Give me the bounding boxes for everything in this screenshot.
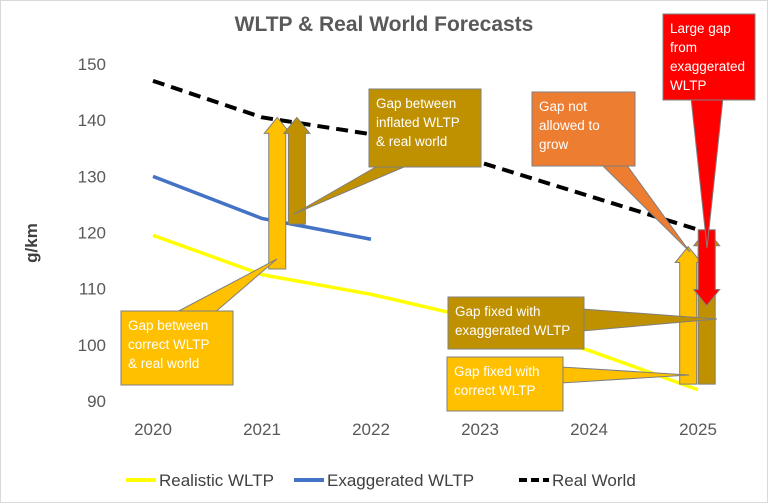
callout-text-line: allowed to <box>539 118 600 133</box>
callout-correct-gap: Gap between correct WLTP & real world <box>121 259 277 385</box>
legend-label-0: Realistic WLTP <box>159 471 274 490</box>
callout-text-line: correct WLTP <box>128 337 210 352</box>
chart-title: WLTP & Real World Forecasts <box>235 13 534 36</box>
callout-gap-not-allowed: Gap not allowed to grow <box>532 92 690 252</box>
callout-text-line: & real world <box>128 356 199 371</box>
callout-fixed-exaggerated: Gap fixed with exaggerated WLTP <box>448 297 717 349</box>
callout-pointer <box>691 98 723 248</box>
callout-text-line: Gap between <box>128 318 208 333</box>
x-tick-label: 2023 <box>461 420 499 439</box>
x-tick-label: 2025 <box>679 420 717 439</box>
callout-large-gap: Large gap from exaggerated WLTP <box>663 14 755 248</box>
legend-label-2: Real World <box>552 471 636 490</box>
x-tick-label: 2022 <box>352 420 390 439</box>
callout-inflated-gap: Gap between inflated WLTP & real world <box>294 89 481 214</box>
callout-text-line: Gap between <box>376 96 456 111</box>
arrow-correct-gap-2021 <box>264 117 290 269</box>
callout-pointer <box>294 164 411 214</box>
callout-text-line: & real world <box>376 134 447 149</box>
legend-label-1: Exaggerated WLTP <box>327 471 474 490</box>
arrow-correct-fix-2025 <box>675 247 701 385</box>
callout-text-line: Gap not <box>539 99 587 114</box>
callout-text-line: Gap fixed with <box>455 304 541 319</box>
series-line-1 <box>153 176 371 239</box>
y-tick-label: 140 <box>78 111 106 130</box>
y-tick-label: 150 <box>78 55 106 74</box>
callout-text-line: inflated WLTP <box>376 115 460 130</box>
callout-text-line: from <box>670 40 697 55</box>
callout-text-line: exaggerated <box>670 59 745 74</box>
callout-text-line: grow <box>539 137 569 152</box>
callout-pointer <box>173 259 277 314</box>
y-tick-label: 130 <box>78 167 106 186</box>
y-tick-label: 100 <box>78 336 106 355</box>
callout-text-line: correct WLTP <box>454 383 536 398</box>
legend: Realistic WLTP Exaggerated WLTP Real World <box>126 471 636 490</box>
x-tick-label: 2020 <box>134 420 172 439</box>
x-tick-label: 2021 <box>243 420 281 439</box>
x-tick-label: 2024 <box>570 420 608 439</box>
callout-text-line: Gap fixed with <box>454 364 540 379</box>
callout-pointer <box>601 164 690 252</box>
y-tick-label: 110 <box>79 280 106 299</box>
callout-text-line: Large gap <box>670 21 731 36</box>
callout-fixed-correct: Gap fixed with correct WLTP <box>447 357 689 411</box>
y-tick-label: 120 <box>78 224 106 243</box>
callout-text-line: exaggerated WLTP <box>455 323 570 338</box>
plot-area: 150 140 130 120 110 100 90 2020 2021 2022 2023 2024… <box>78 14 755 439</box>
callout-text-line: WLTP <box>670 78 707 93</box>
y-axis-label: g/km <box>22 223 41 263</box>
y-tick-label: 90 <box>87 392 106 411</box>
